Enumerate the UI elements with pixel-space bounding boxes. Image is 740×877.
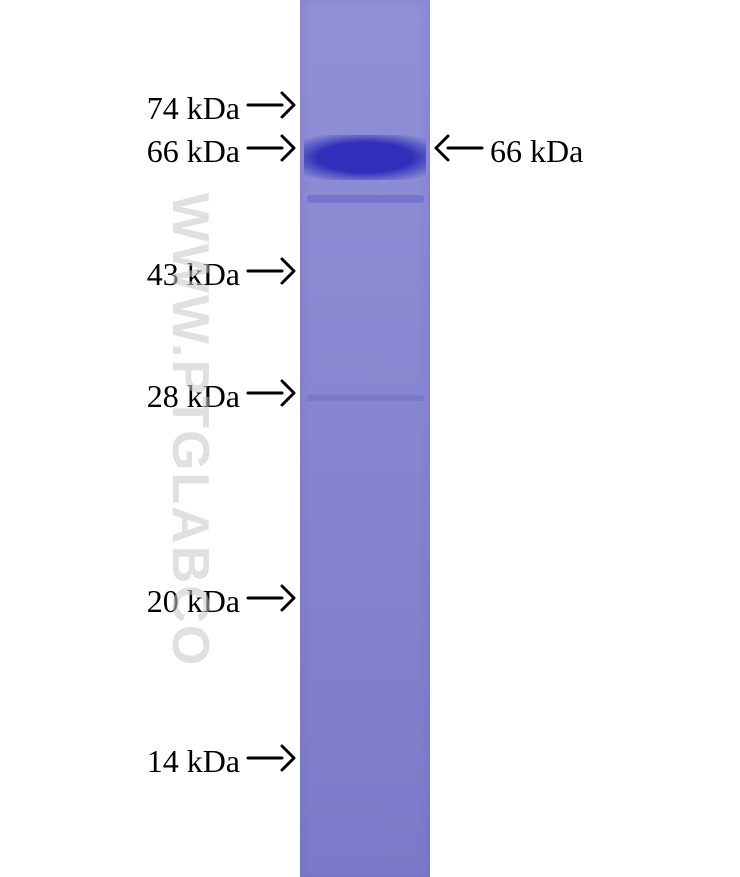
faint-band-1 [307,195,424,203]
arrow-right-icon [246,90,296,127]
arrow-right-icon [246,583,296,620]
marker-left-4: 20 kDa [147,583,296,620]
arrow-left-icon [434,133,484,170]
marker-left-5: 14 kDa [147,743,296,780]
marker-left-label-1: 66 kDa [147,133,240,170]
marker-right-0: 66 kDa [434,133,583,170]
marker-left-3: 28 kDa [147,378,296,415]
marker-left-0: 74 kDa [147,90,296,127]
arrow-right-icon [246,378,296,415]
marker-left-label-0: 74 kDa [147,90,240,127]
marker-left-2: 43 kDa [147,256,296,293]
marker-left-label-4: 20 kDa [147,583,240,620]
marker-left-label-2: 43 kDa [147,256,240,293]
marker-right-label-0: 66 kDa [490,133,583,170]
arrow-right-icon [246,743,296,780]
arrow-right-icon [246,133,296,170]
marker-left-label-5: 14 kDa [147,743,240,780]
gel-lane-background [300,0,430,877]
faint-band-28kda [307,395,424,401]
marker-left-1: 66 kDa [147,133,296,170]
arrow-right-icon [246,256,296,293]
main-band-66kda [304,135,426,180]
marker-left-label-3: 28 kDa [147,378,240,415]
gel-lane [300,0,430,877]
